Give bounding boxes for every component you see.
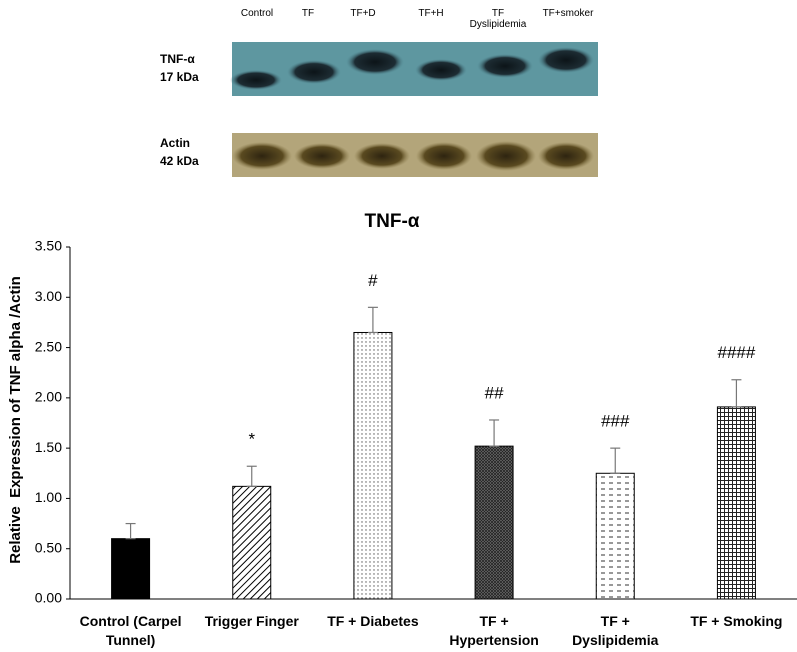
bar [111, 538, 151, 600]
blot-band [416, 142, 472, 170]
blot [230, 42, 598, 177]
x-tick-label: TF + Hypertension [449, 613, 539, 648]
blot-panel [232, 133, 598, 177]
lane-label: TF+smoker [542, 8, 594, 19]
error-bar [489, 419, 500, 447]
bar [595, 472, 635, 600]
blot-band [346, 49, 404, 75]
blot-band [477, 54, 533, 78]
chart-title: TNF-α [365, 211, 420, 232]
y-tick-label: 2.50 [35, 338, 62, 354]
lane-label: TF Dyslipidemia [469, 8, 527, 30]
bar [716, 406, 756, 600]
x-tick-label: TF + Smoking [690, 613, 783, 629]
y-tick-label: 2.00 [35, 389, 62, 405]
row-label: 42 kDa [160, 154, 199, 168]
x-tick-label: Control (Carpel Tunnel) [79, 613, 182, 648]
blot-panel [232, 42, 598, 96]
error-bar [610, 447, 621, 474]
row-label: 17 kDa [160, 70, 199, 84]
blot-band [538, 47, 594, 73]
blot-band [287, 60, 341, 84]
blot-band [415, 59, 467, 81]
error-bar [125, 522, 136, 540]
annotation: * [248, 430, 255, 449]
x-tick-label: TF + Diabetes [327, 613, 419, 629]
error-bar [246, 465, 257, 487]
x-tick-label: TF + Dyslipidemia [572, 613, 659, 648]
y-tick-label: 3.00 [35, 288, 62, 304]
row-label: TNF-α [160, 52, 195, 66]
blot-band [230, 70, 282, 90]
annotation: ### [601, 412, 630, 431]
lane-label: TF+D [350, 8, 376, 19]
row-label: Actin [160, 136, 190, 150]
annotation: #### [718, 343, 756, 362]
y-axis-label: Relative Expression of TNF alpha /Actin [7, 276, 24, 564]
error-bar [731, 379, 742, 408]
lane-label: TF+H [418, 8, 444, 19]
y-tick-label: 1.50 [35, 439, 62, 455]
blot-band [538, 142, 594, 170]
error-bar [367, 306, 378, 334]
blot-band [476, 141, 536, 171]
y-tick-label: 3.50 [35, 238, 62, 254]
blot-band [232, 142, 292, 170]
blot-band [294, 143, 350, 169]
y-tick-label: 1.00 [35, 489, 62, 505]
x-tick-label: Trigger Finger [204, 613, 299, 629]
y-tick-label: 0.50 [35, 539, 62, 555]
blot-band [354, 143, 410, 169]
bar [353, 331, 393, 600]
lane-label: TF [301, 8, 315, 19]
lane-label: Control [240, 8, 274, 19]
annotation: # [368, 271, 378, 290]
bar [232, 485, 272, 600]
bar [474, 445, 514, 600]
annotation: ## [485, 383, 504, 402]
y-tick-label: 0.00 [35, 590, 62, 606]
